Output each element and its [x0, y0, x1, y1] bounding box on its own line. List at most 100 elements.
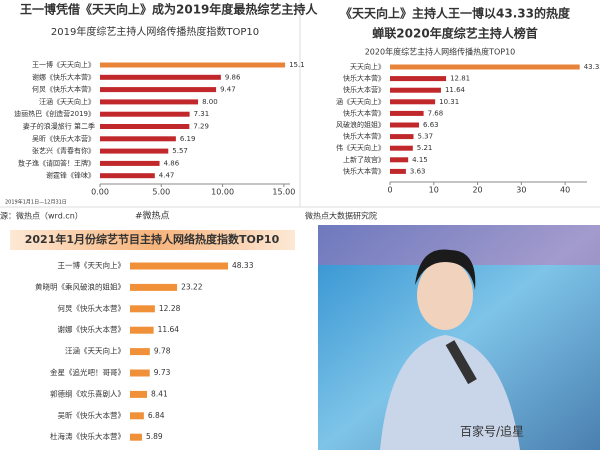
data-label: 3.63	[410, 167, 426, 175]
y-tick-label: 快乐大本营》	[343, 108, 385, 117]
x-tick-label: 5.00	[152, 188, 170, 197]
y-tick-label: 妻子的浪漫旅行 第二季	[23, 122, 95, 131]
data-label: 9.47	[220, 86, 236, 94]
bar	[390, 99, 436, 105]
data-label: 7.31	[194, 110, 210, 118]
bar	[390, 87, 441, 93]
y-tick-label: 汪涵《天天向上》	[65, 346, 125, 356]
bar	[130, 348, 150, 356]
x-tick-label: 10	[429, 186, 439, 195]
x-tick-label: 0.00	[91, 188, 109, 197]
data-label: 15.1	[289, 61, 305, 69]
data-label: 48.33	[232, 261, 254, 270]
x-tick-label: 15.00	[272, 188, 295, 197]
bar	[390, 134, 414, 140]
y-tick-label: 黄晓明《乘风破浪的姐姐》	[35, 281, 125, 291]
bar	[100, 99, 199, 105]
y-tick-label: 郭德纲《欢乐喜剧人》	[50, 388, 125, 398]
y-tick-label: 谢霆锋《锋味》	[46, 171, 95, 180]
bar	[100, 74, 221, 80]
bar	[100, 87, 217, 93]
x-tick-label: 10.00	[211, 188, 234, 197]
y-tick-label: 吴昕《快乐大本营》	[58, 410, 126, 420]
bar	[100, 124, 190, 129]
data-label: 7.68	[428, 109, 444, 117]
bar	[130, 283, 178, 291]
y-tick-label: 风破浪的姐姐》	[336, 120, 385, 129]
y-tick-label: 天天向上》	[350, 62, 385, 71]
data-label: 4.15	[412, 156, 428, 164]
data-label: 11.64	[158, 325, 180, 334]
y-tick-label: 伟《天天向上》	[336, 143, 385, 152]
y-tick-label: 敖子逸《请回答！王牌》	[18, 158, 95, 167]
data-label: 4.47	[159, 172, 175, 180]
data-label: 9.86	[225, 73, 241, 81]
data-label: 23.22	[181, 282, 203, 291]
bar	[130, 390, 148, 398]
photo	[318, 225, 600, 450]
bar	[100, 148, 169, 154]
bar	[390, 122, 420, 128]
data-label: 6.84	[148, 411, 165, 420]
y-tick-label: 王一博《天天向上》	[32, 60, 95, 69]
y-tick-label: 快乐大本营》	[343, 132, 385, 141]
bar	[130, 262, 228, 270]
y-tick-label: 何炅《快乐大本营》	[32, 85, 95, 94]
data-label: 9.78	[154, 347, 171, 356]
y-tick-label: 汪涵《天天向上》	[39, 97, 95, 106]
data-label: 5.37	[418, 133, 434, 141]
y-tick-label: 涵《天天向上》	[336, 97, 385, 106]
x-tick-label: 0	[387, 186, 392, 195]
data-label: 12.28	[159, 304, 181, 313]
data-label: 4.86	[164, 159, 180, 167]
data-label: 10.31	[439, 98, 459, 106]
bar	[130, 412, 144, 420]
chart-title: 蝉联2020年度综艺主持人榜首	[372, 26, 537, 41]
y-tick-label: 快乐大本营》	[343, 74, 385, 83]
data-label: 6.19	[180, 135, 196, 143]
data-label: 8.00	[202, 98, 218, 106]
bar	[390, 76, 447, 82]
y-tick-label: 谢娜《快乐大本营》	[32, 72, 95, 81]
watermark: #微热点	[135, 210, 170, 222]
bar	[100, 173, 155, 179]
bar	[390, 157, 409, 163]
data-label: 9.73	[154, 368, 171, 377]
y-tick-label: 快乐大本营》	[343, 166, 385, 175]
title-banner	[10, 230, 295, 250]
data-label: 5.89	[146, 432, 163, 441]
y-tick-label: 杜海涛《快乐大本营》	[50, 431, 125, 441]
bar	[390, 168, 406, 174]
chart-title: 《天天向上》主持人王一博以43.33的热度	[340, 6, 571, 21]
data-label: 43.33	[584, 63, 600, 71]
bar	[100, 111, 190, 117]
note: 2019年1月1日—12月31日	[5, 199, 67, 206]
data-label: 5.21	[417, 144, 433, 152]
y-tick-label: 上新了故宫》	[343, 155, 385, 164]
bar	[100, 160, 160, 166]
bar	[390, 64, 580, 70]
data-label: 8.41	[151, 389, 168, 398]
watermark: 百家号/追星	[460, 424, 524, 439]
y-tick-label: 迪丽热巴《创造营2019》	[14, 109, 95, 118]
y-tick-label: 谢娜《快乐大本营》	[58, 324, 126, 334]
x-tick-label: 30	[516, 186, 526, 195]
data-label: 5.57	[172, 147, 188, 155]
y-tick-label: 吴昕《快乐大本营》	[32, 134, 95, 143]
data-label: 7.29	[193, 123, 209, 131]
data-label: 12.81	[450, 75, 470, 83]
x-tick-label: 20	[472, 186, 482, 195]
bar	[100, 62, 286, 68]
bar	[130, 369, 150, 377]
chart-title: 2021年1月份综艺节目主持人网络热度指数TOP10	[25, 232, 280, 246]
y-tick-label: 何炅《快乐大本营》	[58, 303, 126, 313]
chart-subtitle: 2020年度综艺主持人网络传播热度TOP10	[365, 47, 516, 57]
x-tick-label: 40	[560, 186, 570, 195]
y-tick-label: 金星《追光吧！哥哥》	[50, 367, 125, 377]
bar	[100, 136, 176, 142]
source: 源：微热点（wrd.cn）	[0, 211, 83, 221]
y-tick-label: 张艺兴《青春有你》	[32, 146, 95, 155]
chart-subtitle: 2019年度综艺主持人网络传播热度指数TOP10	[51, 25, 259, 38]
bar	[130, 305, 155, 313]
